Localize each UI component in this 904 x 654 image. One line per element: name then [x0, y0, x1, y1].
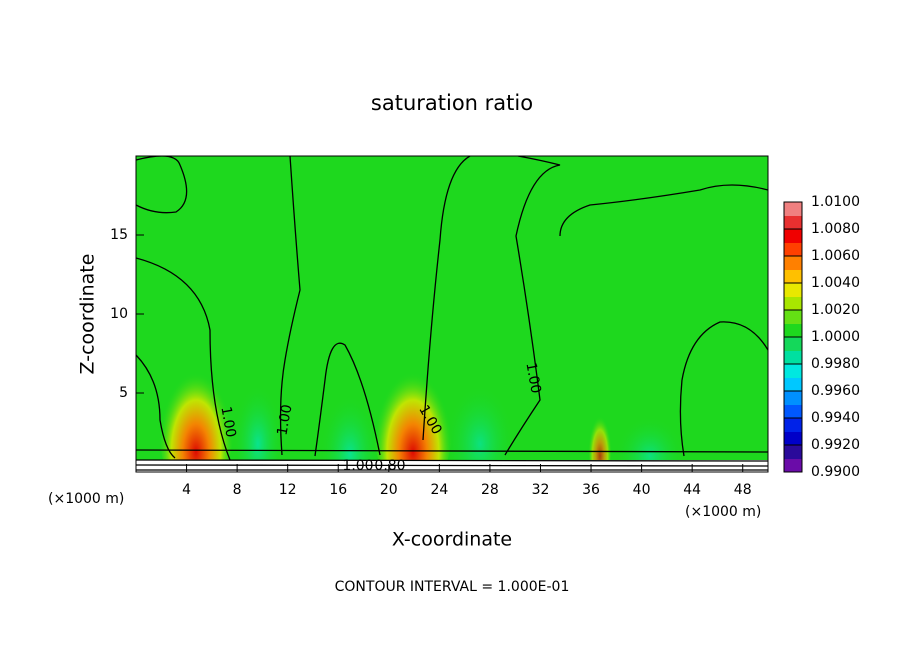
colorbar-band	[784, 269, 802, 284]
y-axis-title: Z-coordinate	[77, 254, 99, 375]
colorbar-band	[784, 431, 802, 446]
colorbar-tick-label: 1.0080	[811, 221, 860, 237]
x-tick-label: 40	[633, 482, 651, 498]
colorbar-band	[784, 350, 802, 365]
colorbar-band	[784, 296, 802, 311]
colorbar-band	[784, 445, 802, 459]
colorbar-band	[784, 310, 802, 324]
colorbar-tick-label: 0.9960	[811, 383, 860, 399]
contour-label: 1.00	[217, 405, 238, 438]
contour-label: 1.00	[522, 361, 543, 394]
x-tick-label: 16	[329, 482, 347, 498]
colorbar-band	[784, 404, 802, 419]
contour-label: 1.00	[274, 403, 295, 436]
colorbar-band	[784, 377, 802, 392]
colorbar-tick-label: 0.9980	[811, 356, 860, 372]
y-tick-label: 15	[110, 227, 128, 243]
contour-label: 0.80	[374, 458, 405, 474]
colorbar-band	[784, 283, 802, 297]
colorbar-band	[784, 323, 802, 338]
x-tick-label: 36	[582, 482, 600, 498]
colorbar-band	[784, 242, 802, 257]
x-tick-label: 44	[683, 482, 701, 498]
x-unit-label: (×1000 m)	[685, 504, 761, 520]
colorbar-tick-label: 0.9920	[811, 437, 860, 453]
x-tick-label: 24	[430, 482, 448, 498]
colorbar-band	[784, 458, 802, 473]
colorbar-band	[784, 202, 802, 216]
y-tick-label: 5	[119, 385, 128, 401]
colorbar-band	[784, 391, 802, 405]
x-tick-label: 32	[532, 482, 550, 498]
colorbar-tick-label: 1.0000	[811, 329, 860, 345]
colorbar-tick-label: 0.9900	[811, 464, 860, 480]
colorbar-band	[784, 418, 802, 432]
x-tick-label: 4	[182, 482, 191, 498]
x-unit-label: (×1000 m)	[48, 491, 124, 507]
colorbar-tick-label: 1.0020	[811, 302, 860, 318]
colorbar-tick-label: 0.9940	[811, 410, 860, 426]
colorbar-band	[784, 337, 802, 351]
contour-label: 1.00	[342, 458, 373, 474]
x-tick-label: 12	[279, 482, 297, 498]
chart-title: saturation ratio	[371, 91, 533, 115]
colorbar-band	[784, 364, 802, 378]
colorbar-tick-label: 1.0100	[811, 194, 860, 210]
colorbar-band	[784, 229, 802, 243]
x-tick-label: 48	[734, 482, 752, 498]
x-tick-label: 20	[380, 482, 398, 498]
x-tick-label: 28	[481, 482, 499, 498]
footer: CONTOUR INTERVAL = 1.000E-01	[335, 579, 570, 595]
field-shading	[136, 156, 768, 472]
x-tick-label: 8	[233, 482, 242, 498]
colorbar-band	[784, 256, 802, 270]
colorbar-band	[784, 215, 802, 230]
colorbar-tick-label: 1.0060	[811, 248, 860, 264]
y-tick-label: 10	[110, 306, 128, 322]
colorbar-tick-label: 1.0040	[811, 275, 860, 291]
x-axis-title: X-coordinate	[392, 529, 512, 551]
